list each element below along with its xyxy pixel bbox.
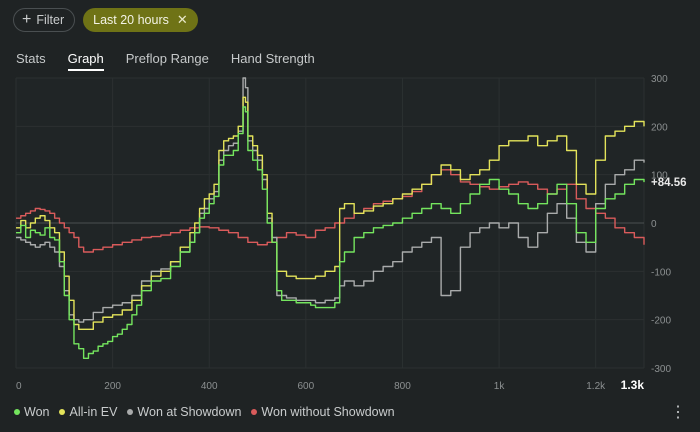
legend-dot [59, 409, 66, 415]
legend-label: Won [24, 405, 50, 419]
filter-button[interactable]: + Filter [13, 8, 76, 32]
close-icon[interactable]: ✕ [176, 12, 188, 27]
x-tick-label: 600 [298, 381, 315, 392]
y-tick-label: 0 [651, 219, 657, 230]
y-tick-label: 100 [651, 171, 668, 182]
series-line-all-in-ev [16, 96, 645, 331]
tab-bar: Stats Graph Preflop Range Hand Strength [16, 51, 315, 71]
y-tick-label: 300 [651, 74, 668, 85]
series-line-won-at-showdown [16, 77, 645, 323]
legend: Won All-in EV Won at Showdown Won withou… [14, 405, 395, 419]
tab-graph[interactable]: Graph [67, 51, 104, 71]
legend-dot [14, 409, 20, 415]
x-tick-label: 0 [16, 381, 22, 392]
legend-dot [251, 409, 258, 415]
legend-dot [127, 409, 134, 415]
series-line-won-without-showdown [16, 169, 645, 253]
legend-label: Won without Showdown [261, 405, 395, 419]
series-line-won [16, 106, 645, 360]
legend-item-all-in-ev[interactable]: All-in EV [59, 405, 117, 419]
filter-bar: + Filter Last 20 hours ✕ [13, 8, 198, 32]
tab-hand-strength[interactable]: Hand Strength [230, 51, 315, 66]
x-tick-label: 1.3k [621, 378, 645, 392]
x-tick-label: 800 [394, 381, 411, 392]
x-tick-label: 1.2k [586, 381, 606, 392]
plus-icon: + [22, 11, 32, 28]
x-tick-label: 1k [494, 381, 506, 392]
legend-item-won[interactable]: Won [14, 405, 49, 419]
legend-item-won-at-showdown[interactable]: Won at Showdown [127, 405, 241, 419]
more-options-icon[interactable]: ⋮ [670, 404, 686, 421]
tab-stats[interactable]: Stats [16, 51, 46, 66]
filter-label: Filter [36, 13, 65, 27]
time-range-chip[interactable]: Last 20 hours ✕ [83, 8, 198, 32]
profit-graph[interactable]: 300 200 100 0 -100 -200 -300 0 200 400 600 800 1k 1.2… [0, 0, 700, 400]
y-tick-label: -200 [651, 316, 671, 327]
current-value-label: +84.56 [651, 177, 687, 189]
y-tick-label: 200 [651, 122, 668, 133]
tab-preflop-range[interactable]: Preflop Range [125, 51, 209, 66]
legend-item-won-without-showdown[interactable]: Won without Showdown [251, 405, 395, 419]
y-tick-label: -100 [651, 267, 671, 278]
x-tick-label: 200 [104, 381, 121, 392]
legend-label: All-in EV [69, 405, 118, 419]
legend-label: Won at Showdown [137, 405, 242, 419]
time-range-label: Last 20 hours [93, 13, 169, 27]
y-tick-label: -300 [651, 364, 671, 375]
x-tick-label: 400 [201, 381, 218, 392]
